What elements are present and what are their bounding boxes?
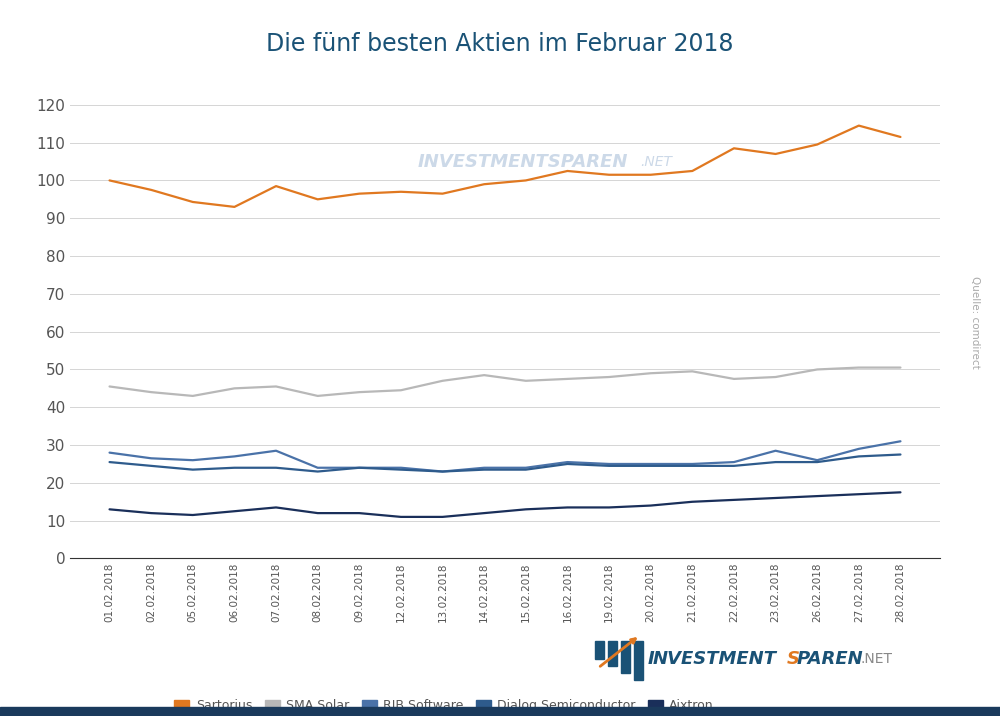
Text: NVESTMENT: NVESTMENT bbox=[653, 649, 777, 668]
Text: .NET: .NET bbox=[640, 155, 672, 168]
Text: S: S bbox=[787, 649, 800, 668]
Legend: Sartorius, SMA Solar, RIB Software, Dialog Semiconductor, Aixtron: Sartorius, SMA Solar, RIB Software, Dial… bbox=[174, 700, 714, 712]
Text: Quelle: comdirect: Quelle: comdirect bbox=[970, 276, 980, 369]
Text: INVESTMENTSPAREN: INVESTMENTSPAREN bbox=[417, 153, 628, 170]
Text: Die fünf besten Aktien im Februar 2018: Die fünf besten Aktien im Februar 2018 bbox=[266, 32, 734, 57]
Text: I: I bbox=[648, 649, 655, 668]
Text: PAREN: PAREN bbox=[797, 649, 864, 668]
Text: .NET: .NET bbox=[860, 652, 892, 666]
